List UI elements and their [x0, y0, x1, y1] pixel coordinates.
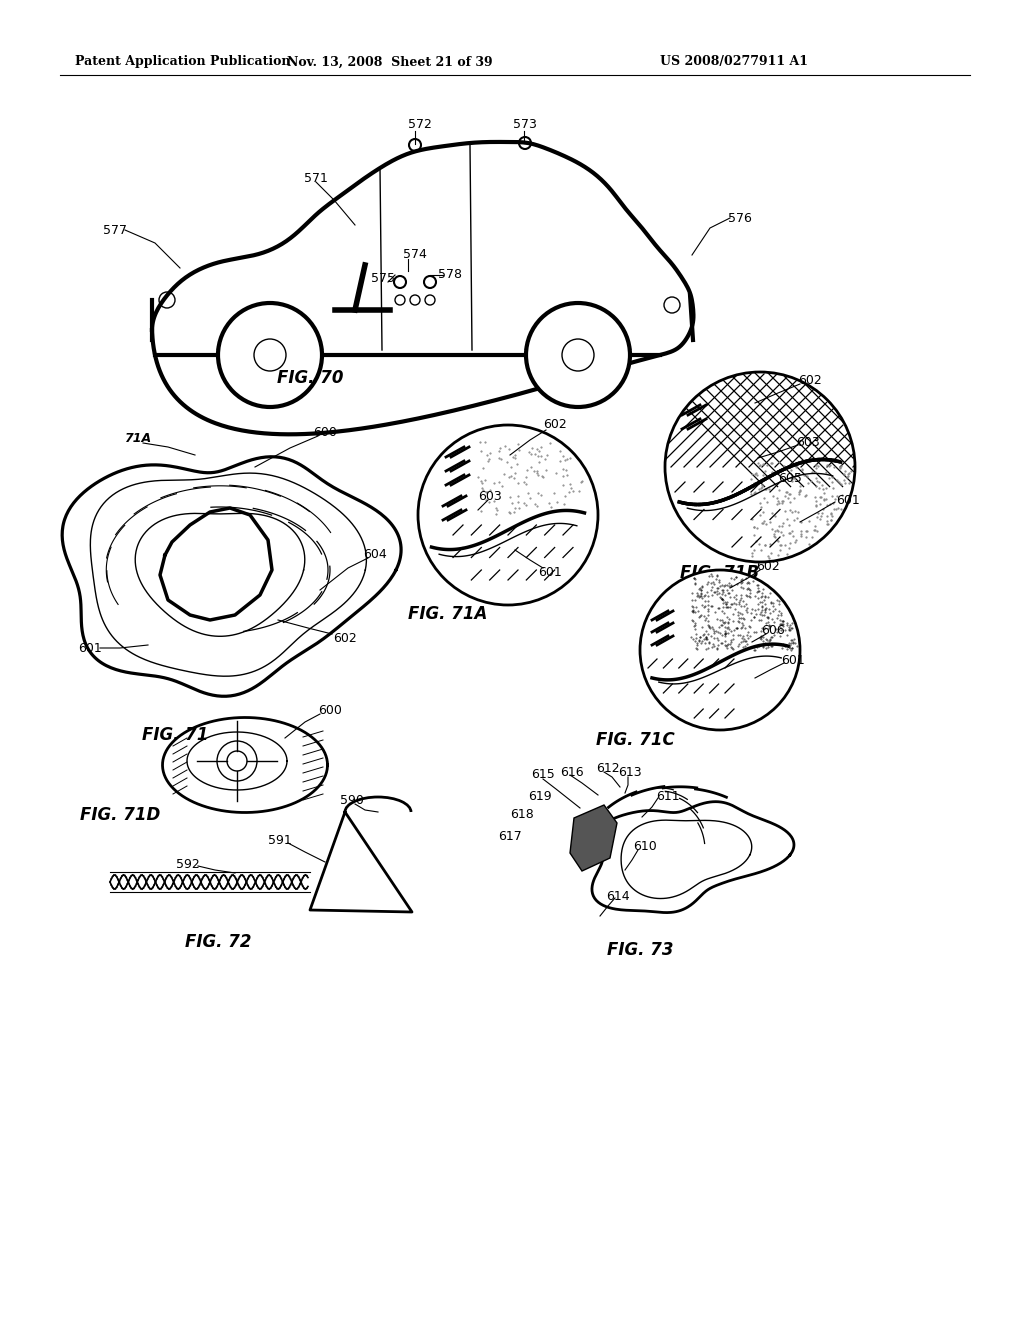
Text: 612: 612 [596, 763, 620, 776]
Text: 619: 619 [528, 789, 552, 803]
Text: 610: 610 [633, 841, 656, 854]
Text: 591: 591 [268, 833, 292, 846]
Circle shape [217, 741, 257, 781]
Text: 604: 604 [364, 549, 387, 561]
Text: 578: 578 [438, 268, 462, 281]
Circle shape [410, 294, 420, 305]
Text: 577: 577 [103, 223, 127, 236]
Text: FIG. 72: FIG. 72 [184, 933, 251, 950]
Circle shape [418, 425, 598, 605]
Circle shape [218, 304, 322, 407]
Text: 574: 574 [403, 248, 427, 261]
Circle shape [409, 139, 421, 150]
Text: 575: 575 [371, 272, 395, 285]
Text: 600: 600 [313, 425, 337, 438]
Text: 616: 616 [560, 766, 584, 779]
Circle shape [519, 137, 531, 149]
Text: FIG. 73: FIG. 73 [607, 941, 673, 960]
Text: Nov. 13, 2008  Sheet 21 of 39: Nov. 13, 2008 Sheet 21 of 39 [287, 55, 493, 69]
Text: FIG. 71B: FIG. 71B [680, 564, 760, 582]
Text: 605: 605 [778, 471, 802, 484]
Text: 571: 571 [304, 172, 328, 185]
Circle shape [424, 276, 436, 288]
Text: 611: 611 [656, 789, 680, 803]
Text: 602: 602 [333, 631, 357, 644]
Text: FIG. 71: FIG. 71 [141, 726, 208, 744]
Text: 576: 576 [728, 211, 752, 224]
Text: 615: 615 [531, 768, 555, 781]
Circle shape [664, 297, 680, 313]
Text: 618: 618 [510, 808, 534, 821]
Text: FIG. 71C: FIG. 71C [596, 731, 675, 748]
Text: 573: 573 [513, 119, 537, 132]
Text: 617: 617 [498, 830, 522, 843]
Text: FIG. 71D: FIG. 71D [80, 807, 160, 824]
Circle shape [159, 292, 175, 308]
Circle shape [425, 294, 435, 305]
Text: 601: 601 [837, 494, 860, 507]
Text: 601: 601 [781, 653, 805, 667]
Text: 602: 602 [798, 374, 822, 387]
Circle shape [394, 276, 406, 288]
Text: 572: 572 [408, 119, 432, 132]
Polygon shape [570, 805, 617, 871]
Circle shape [640, 570, 800, 730]
Text: FIG. 71A: FIG. 71A [409, 605, 487, 623]
Text: 590: 590 [340, 793, 364, 807]
Text: US 2008/0277911 A1: US 2008/0277911 A1 [660, 55, 808, 69]
Text: 600: 600 [318, 704, 342, 717]
Text: 603: 603 [478, 491, 502, 503]
Text: 603: 603 [796, 436, 820, 449]
Circle shape [665, 372, 855, 562]
Text: 601: 601 [78, 642, 101, 655]
Text: FIG. 70: FIG. 70 [276, 370, 343, 387]
Text: 602: 602 [756, 560, 780, 573]
Text: 602: 602 [543, 418, 567, 432]
Text: 592: 592 [176, 858, 200, 870]
Text: Patent Application Publication: Patent Application Publication [75, 55, 291, 69]
Text: 613: 613 [618, 767, 642, 780]
Text: 614: 614 [606, 890, 630, 903]
Circle shape [395, 294, 406, 305]
Text: 71A: 71A [125, 432, 152, 445]
Circle shape [526, 304, 630, 407]
Text: 601: 601 [539, 565, 562, 578]
Text: 606: 606 [761, 623, 784, 636]
